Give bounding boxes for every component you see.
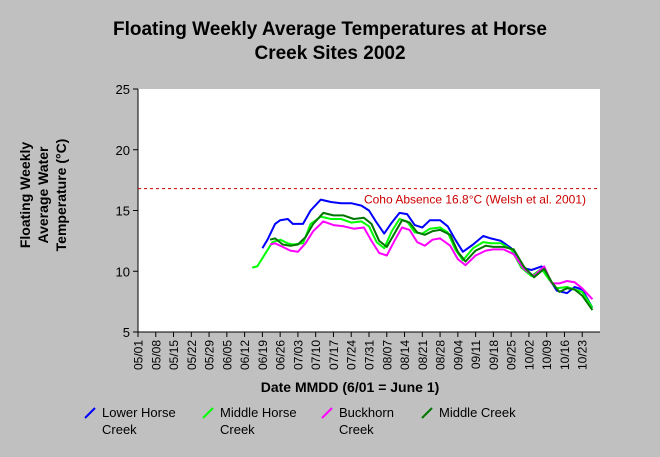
x-tick-label: 08/28 (434, 340, 448, 370)
y-axis-title-line-2: Average Water (35, 146, 51, 244)
series-line-buckhorn-creek (269, 220, 594, 300)
legend-swatch-middle-creek (421, 407, 433, 419)
x-tick-label: 09/11 (469, 340, 483, 369)
x-tick-label: 10/09 (540, 340, 554, 370)
chart-title-line-1: Floating Weekly Average Temperatures at … (113, 19, 547, 40)
axes: 5 10 15 20 25 05/01 05/08 05/15 05/22 05/29 06/05 0… (116, 82, 600, 370)
legend-swatch-middle-horse-creek (202, 407, 214, 419)
y-tick-label: 5 (123, 325, 130, 340)
legend-swatch-buckhorn-creek (321, 407, 333, 419)
x-tick-label: 10/16 (558, 340, 572, 370)
y-axis-title-line-1: Floating Weekly (17, 142, 33, 249)
x-tick-label: 06/26 (274, 340, 288, 370)
data-series (251, 198, 594, 311)
x-tick-label: 09/04 (451, 340, 465, 370)
legend-label: Creek (102, 422, 137, 437)
x-tick-label: 08/07 (380, 340, 394, 370)
x-tick-label: 07/17 (327, 340, 341, 370)
x-tick-label: 07/10 (309, 340, 323, 370)
x-tick-label: 07/31 (363, 340, 377, 370)
x-tick-label: 09/25 (505, 340, 519, 370)
legend-label: Middle Horse (220, 405, 297, 420)
y-tick-label: 15 (116, 204, 130, 219)
chart-title-line-2: Creek Sites 2002 (254, 43, 406, 64)
legend-swatch-lower-horse-creek (84, 407, 96, 419)
x-tick-label: 07/24 (345, 340, 359, 370)
x-tick-label: 07/03 (291, 340, 305, 370)
legend-label: Middle Creek (439, 405, 516, 420)
coho-threshold-label: Coho Absence 16.8°C (Welsh et al. 2001) (364, 193, 586, 207)
reference-line-group: Coho Absence 16.8°C (Welsh et al. 2001) (138, 188, 600, 207)
x-tick-label: 06/05 (220, 340, 234, 370)
x-tick-label: 05/22 (185, 340, 199, 370)
series-line-lower-horse-creek (261, 198, 594, 309)
series-line-middle-creek (269, 211, 594, 311)
x-tick-label: 10/23 (576, 340, 590, 370)
y-axis-title: Floating Weekly Average Water Temperatur… (17, 139, 69, 252)
x-tick-label: 08/21 (416, 340, 430, 370)
chart-title: Floating Weekly Average Temperatures at … (0, 18, 660, 66)
y-tick-label: 10 (116, 264, 130, 279)
legend-label: Buckhorn (339, 405, 394, 420)
x-tick-label: 05/08 (149, 340, 163, 370)
x-tick-label: 05/29 (203, 340, 217, 370)
y-axis-title-line-3: Temperature (°C) (53, 139, 69, 252)
x-tick-label: 08/14 (398, 340, 412, 370)
x-axis-title: Date MMDD (6/01 = June 1) (260, 379, 440, 395)
y-tick-label: 25 (116, 82, 130, 97)
x-tick-label: 06/12 (238, 340, 252, 370)
x-tick-label: 05/15 (167, 340, 181, 370)
legend-label: Lower Horse (102, 405, 176, 420)
legend-label: Creek (220, 422, 255, 437)
x-tick-label: 10/02 (522, 340, 536, 370)
x-tick-label: 05/01 (132, 340, 146, 370)
x-tick-label: 09/18 (487, 340, 501, 370)
x-tick-label: 06/19 (256, 340, 270, 370)
legend-label: Creek (339, 422, 374, 437)
y-tick-label: 20 (116, 143, 130, 158)
